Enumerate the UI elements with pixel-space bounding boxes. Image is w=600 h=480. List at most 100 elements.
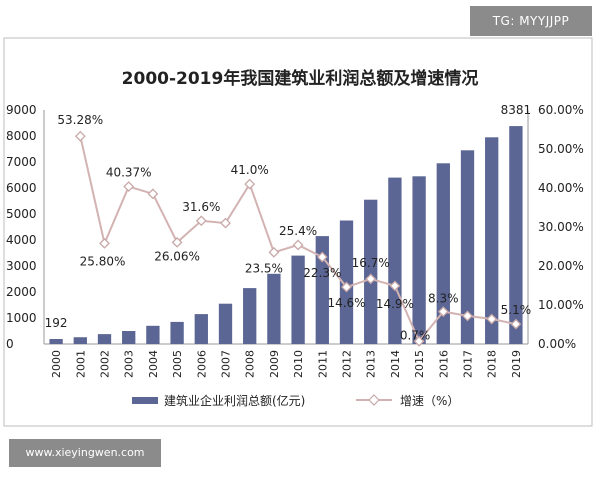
growth-value-label: 26.06% xyxy=(154,249,200,263)
growth-value-label: 22.3% xyxy=(303,266,341,280)
bar xyxy=(485,137,499,344)
growth-point xyxy=(292,239,304,251)
watermark-site: www.xieyingwen.com xyxy=(9,439,161,467)
growth-point xyxy=(268,246,280,258)
x-tick-label: 2009 xyxy=(268,350,281,378)
growth-point xyxy=(389,280,401,292)
growth-value-label: 40.37% xyxy=(106,166,152,180)
growth-value-label: 14.6% xyxy=(327,296,365,310)
growth-point xyxy=(123,181,135,192)
growth-point xyxy=(437,306,449,318)
growth-point xyxy=(147,188,159,200)
y-left-tick-label: 1000 xyxy=(6,311,37,325)
growth-point xyxy=(171,236,183,248)
x-tick-label: 2002 xyxy=(99,350,112,378)
bar xyxy=(291,255,305,344)
y-right-tick-label: 60.00% xyxy=(538,103,584,117)
x-tick-label: 2003 xyxy=(123,350,136,378)
growth-point xyxy=(413,335,425,347)
bar xyxy=(388,177,402,344)
x-tick-label: 2019 xyxy=(510,350,523,378)
growth-value-label: 0.7% xyxy=(400,328,431,342)
x-tick-label: 2010 xyxy=(292,350,305,378)
watermark-tg: TG: MYYJJPP xyxy=(470,6,592,36)
y-left-tick-label: 0 xyxy=(6,337,14,351)
bar xyxy=(460,150,475,344)
x-tick-label: 2007 xyxy=(220,350,233,378)
bar xyxy=(73,337,87,344)
growth-point xyxy=(486,313,498,325)
growth-point xyxy=(220,217,231,229)
y-left-tick-label: 6000 xyxy=(6,181,37,195)
bar xyxy=(267,273,281,344)
bar xyxy=(49,339,63,344)
growth-point xyxy=(365,273,377,285)
y-left-tick-label: 9000 xyxy=(6,103,37,117)
y-right-tick-label: 10.00% xyxy=(538,298,584,312)
growth-point xyxy=(244,178,256,190)
legend-line-label: 增速（%） xyxy=(400,394,459,408)
growth-point xyxy=(462,310,473,322)
y-left-tick-label: 4000 xyxy=(6,233,37,247)
growth-value-label: 41.0% xyxy=(231,163,269,177)
bar xyxy=(436,163,450,344)
growth-value-label: 5.1% xyxy=(501,303,532,317)
x-tick-label: 2013 xyxy=(365,350,378,378)
bar xyxy=(146,325,160,344)
bar xyxy=(412,176,426,344)
x-tick-label: 2012 xyxy=(341,350,354,378)
growth-value-label: 25.4% xyxy=(279,224,317,238)
growth-point xyxy=(99,237,110,249)
bar xyxy=(170,321,184,344)
growth-value-label: 31.6% xyxy=(182,200,220,214)
growth-point xyxy=(341,281,352,293)
bar-value-label: 8381 xyxy=(501,103,532,117)
y-right-tick-label: 20.00% xyxy=(538,259,584,273)
growth-value-label: 16.7% xyxy=(352,256,390,270)
x-tick-label: 2017 xyxy=(462,350,475,378)
bar xyxy=(509,126,523,345)
growth-value-label: 23.5% xyxy=(245,261,283,275)
growth-point xyxy=(510,318,522,330)
x-tick-label: 2006 xyxy=(195,350,208,378)
x-tick-label: 2008 xyxy=(244,350,257,378)
x-tick-label: 2015 xyxy=(413,350,426,378)
chart-title: 2000-2019年我国建筑业利润总额及增速情况 xyxy=(122,68,479,89)
growth-value-label: 8.3% xyxy=(428,292,459,306)
bar xyxy=(122,331,136,344)
y-right-tick-label: 50.00% xyxy=(538,142,584,156)
x-tick-label: 2018 xyxy=(486,350,499,378)
y-left-tick-label: 8000 xyxy=(6,129,37,143)
y-left-tick-label: 3000 xyxy=(6,259,37,273)
bar xyxy=(218,303,233,344)
x-tick-label: 2001 xyxy=(74,350,87,378)
y-right-tick-label: 40.00% xyxy=(538,181,584,195)
growth-point xyxy=(316,251,328,263)
growth-point xyxy=(195,215,207,227)
y-right-tick-label: 30.00% xyxy=(538,220,584,234)
x-tick-label: 2005 xyxy=(171,350,184,378)
bar xyxy=(194,314,208,344)
growth-point xyxy=(74,130,86,142)
growth-value-label: 53.28% xyxy=(57,113,103,127)
bar xyxy=(97,334,112,344)
bar xyxy=(243,288,257,344)
y-left-tick-label: 7000 xyxy=(6,155,37,169)
bar xyxy=(315,236,329,344)
bar-value-label: 192 xyxy=(45,316,68,330)
y-right-tick-label: 0.00% xyxy=(538,337,576,351)
growth-value-label: 25.80% xyxy=(80,254,126,268)
legend-line-marker xyxy=(368,394,380,406)
x-tick-label: 2014 xyxy=(389,350,402,378)
plot-area: 0 1000 2000 3000 4000 5000 6000 7000 8000 9000 0.0… xyxy=(6,103,584,378)
bar xyxy=(364,199,378,344)
y-left-tick-label: 2000 xyxy=(6,285,37,299)
legend-bar-swatch xyxy=(132,397,158,404)
x-tick-label: 2004 xyxy=(147,350,160,378)
y-left-tick-label: 5000 xyxy=(6,207,37,221)
legend: 建筑业企业利润总额(亿元) 增速（%） xyxy=(132,393,459,408)
legend-bar-label: 建筑业企业利润总额(亿元) xyxy=(164,393,305,408)
x-tick-label: 2000 xyxy=(50,350,63,378)
growth-value-label: 14.9% xyxy=(376,297,414,311)
